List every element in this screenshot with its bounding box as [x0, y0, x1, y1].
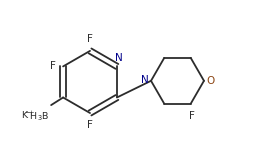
Text: F: F [87, 33, 93, 43]
Text: N: N [141, 75, 149, 85]
Text: O: O [206, 76, 215, 86]
Text: $^{-}$H$_3$B: $^{-}$H$_3$B [24, 110, 50, 123]
Text: K$^+$: K$^+$ [21, 110, 35, 122]
Text: F: F [50, 61, 56, 71]
Text: N: N [115, 53, 123, 63]
Text: F: F [189, 111, 195, 121]
Text: F: F [87, 120, 93, 130]
